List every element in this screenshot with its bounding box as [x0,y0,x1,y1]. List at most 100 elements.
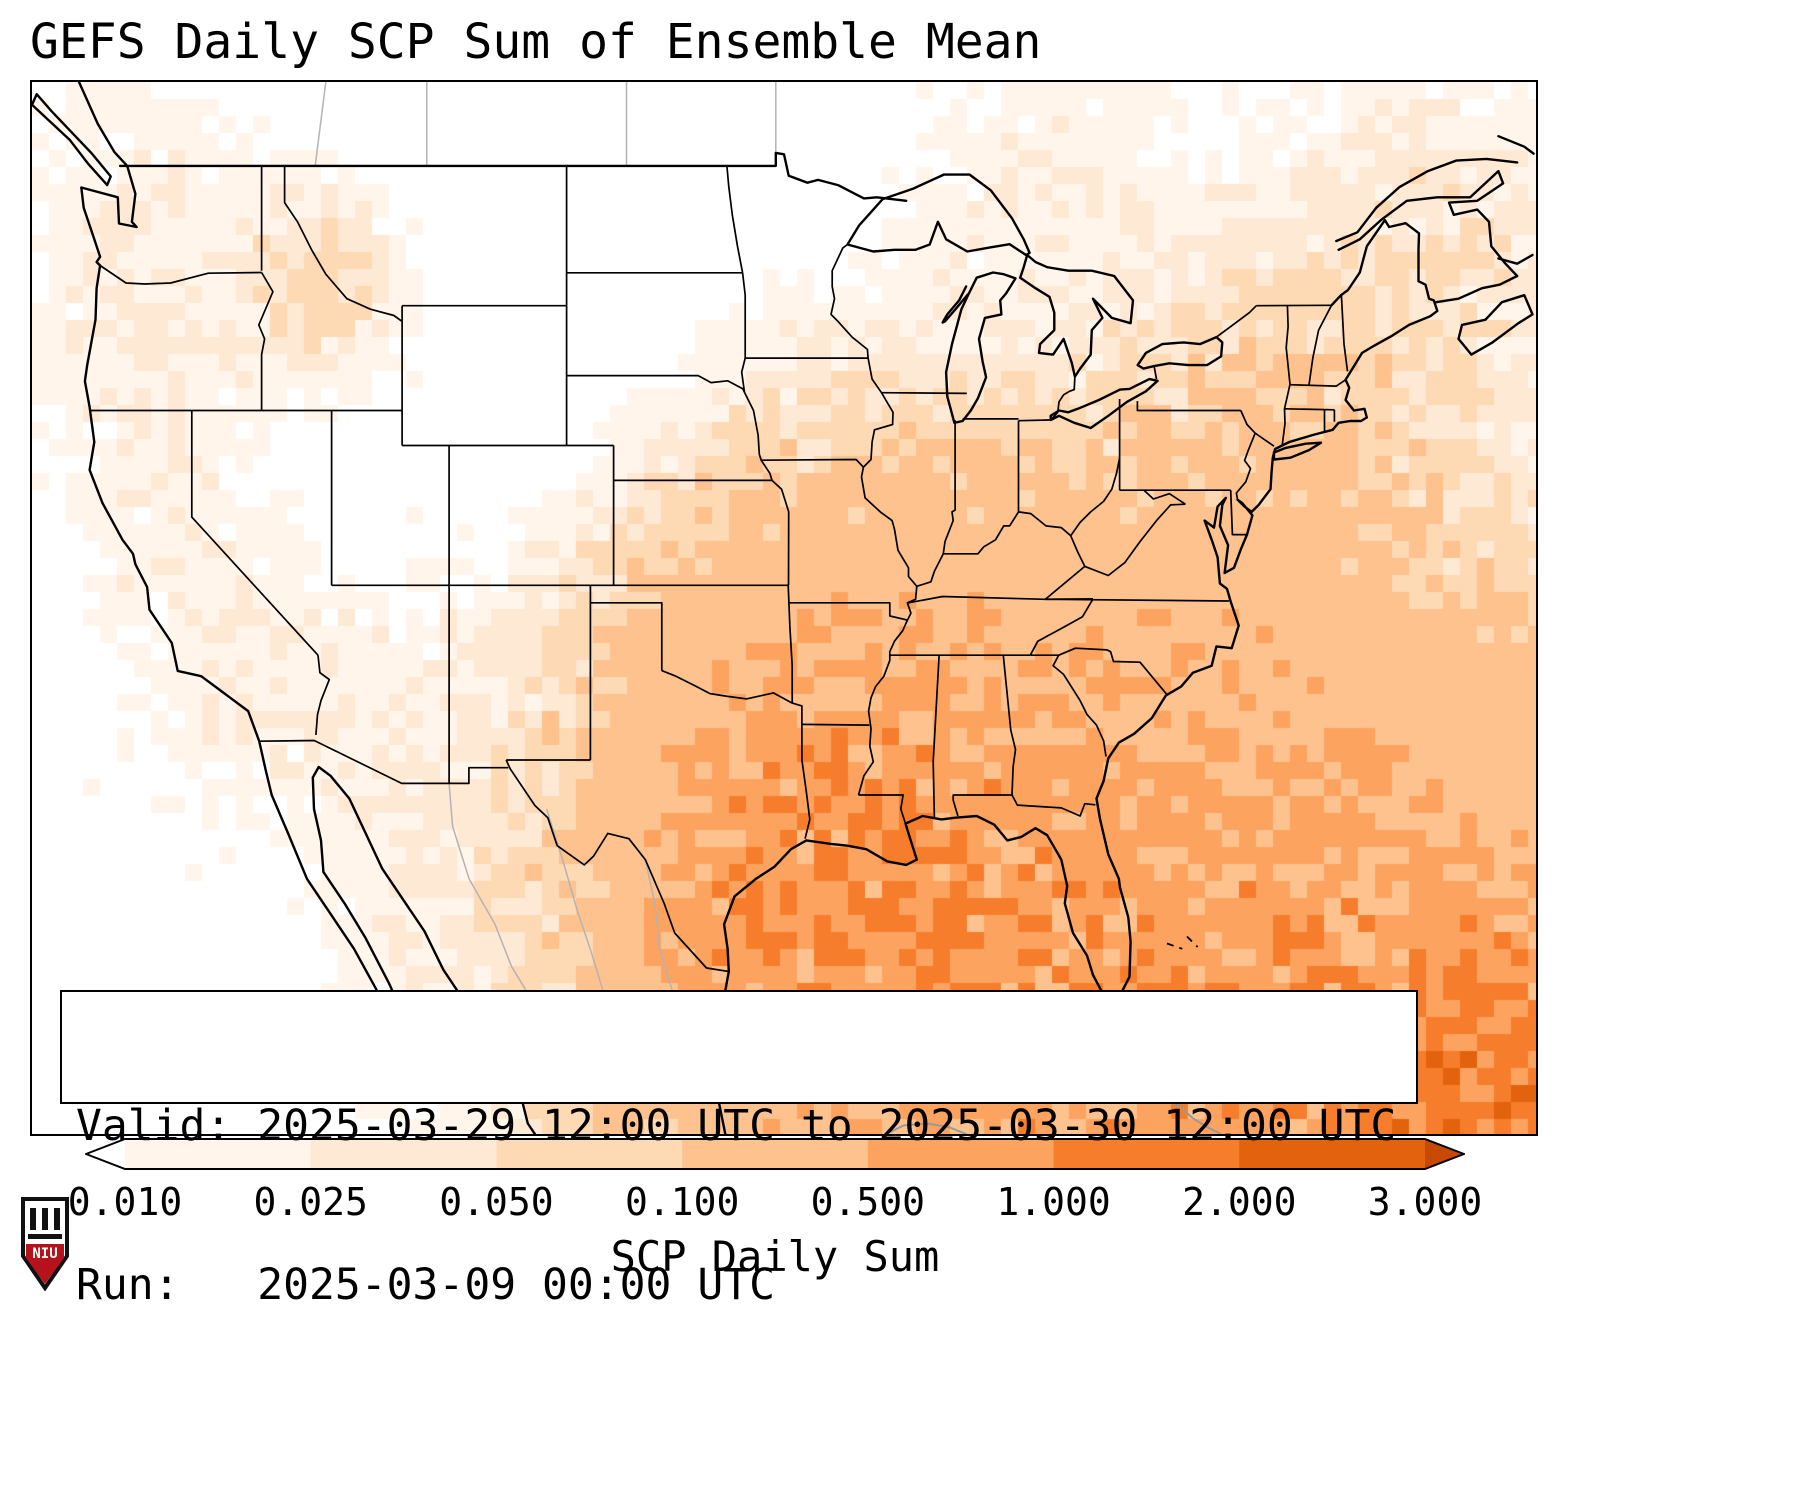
state-border-line [1254,432,1275,447]
state-border-line [1308,304,1333,386]
state-border-line [1058,647,1168,696]
colorbar-tick: 0.025 [253,1180,368,1224]
state-border-line [867,357,883,394]
colorbar-label: SCP Daily Sum [610,1232,940,1281]
colorbar-tick: 3.000 [1367,1180,1483,1224]
state-border-line [566,374,746,393]
colorbar-tick: 2.000 [1182,1180,1297,1224]
niu-castle-pillar [30,1208,36,1230]
state-border-line [932,655,940,819]
colorbar-segment [496,1139,683,1169]
state-border-line [1052,654,1107,757]
scp-heatmap-canvas [32,82,1536,1134]
state-border-line [1045,598,1229,602]
state-border-line [860,467,918,587]
foreign-borders-group [314,82,1222,1134]
state-border-line [1029,598,1094,656]
state-border-line [1289,379,1347,387]
coastline [77,82,537,1134]
state-border-line [801,723,870,726]
state-border-line [858,794,907,824]
state-border-line [942,420,956,554]
niu-castle-pillar [42,1208,48,1230]
state-border-line [857,619,909,796]
niu-red-banner [26,1244,64,1284]
state-border-line [740,357,747,393]
colorbar-segment [1239,1139,1426,1169]
map-panel: Valid: 2025-03-29 12:00 UTC to 2025-03-3… [30,80,1538,1310]
niu-castle-pillar [54,1208,60,1230]
colorbar-tick: 0.100 [624,1180,740,1224]
niu-castle-base [28,1234,62,1239]
colorbar-segment [1053,1139,1240,1169]
coastline [1337,169,1519,304]
coastline [1497,253,1534,265]
island-chain [1186,935,1199,948]
state-border-line [862,392,894,468]
state-border-line [1281,305,1291,446]
state-border-line [315,655,331,735]
colorbar-tick: 0.010 [67,1180,183,1224]
map-outlines [32,82,1535,1134]
state-border-line [916,511,1072,588]
valid-line: Valid: 2025-03-29 12:00 UTC to 2025-03-3… [76,1101,1397,1151]
colorbar-tick: 1.000 [996,1180,1111,1224]
state-border-line [1070,457,1121,537]
state-border-line [99,264,262,285]
run-line: Run: 2025-03-09 00:00 UTC [76,1260,775,1310]
great-lake-outline [846,173,1031,257]
foreign-border-line [314,82,327,166]
state-border-line [741,272,747,359]
state-border-line [259,739,509,785]
state-border-line [788,601,908,622]
state-border-line [761,458,865,468]
islands-group [32,92,1323,1091]
coastline [713,218,1439,1134]
state-border-line [1215,305,1257,338]
state-border-line [1143,489,1186,505]
state-border-line [1136,401,1241,412]
colorbar-segment [867,1139,1055,1169]
state-border-line [1018,419,1051,422]
colorbar-over-arrow [1425,1139,1464,1169]
state-border-line [906,586,918,621]
valid-run-box: Valid: 2025-03-29 12:00 UTC to 2025-03-3… [60,990,1418,1310]
state-border-line [1002,655,1017,796]
state-border-line [1340,295,1349,372]
colorbar [85,1138,1465,1170]
state-border-line [1084,503,1186,577]
state-border-line [1235,410,1257,500]
coastline [1457,293,1534,356]
colorbar-outline [85,1138,1465,1170]
state-border-line [1069,535,1086,567]
island-outline [1272,441,1323,461]
niu-logo-text: NIU [32,1246,57,1262]
colorbar-tick: 0.500 [810,1180,926,1224]
colorbar-segment [682,1139,869,1169]
state-border-line [908,595,1046,604]
great-lake-outline [1136,335,1224,370]
cuba-yucatan-coast [885,1122,968,1134]
state-border-line [1229,490,1249,536]
state-border-line [743,392,773,481]
state-border-line [771,479,790,586]
foreign-border-line [448,783,513,967]
great-lake-outline [1049,377,1159,430]
state-border-line [726,165,744,273]
state-border-line [1011,794,1096,817]
state-border-line [283,165,403,323]
state-border-line [830,243,869,359]
coastline [1497,135,1535,155]
great-lakes-group [846,173,1224,430]
great-lake-outline [1019,253,1135,378]
island-chain [1166,942,1183,950]
colorbar-tick: 0.050 [439,1180,554,1224]
state-border-line [787,585,794,704]
state-border-line [952,794,1012,817]
state-border-line [791,702,811,839]
state-borders-group [89,165,1349,973]
state-border-line [257,272,274,411]
coastline [1335,157,1519,243]
foreign-border-line [545,808,604,991]
